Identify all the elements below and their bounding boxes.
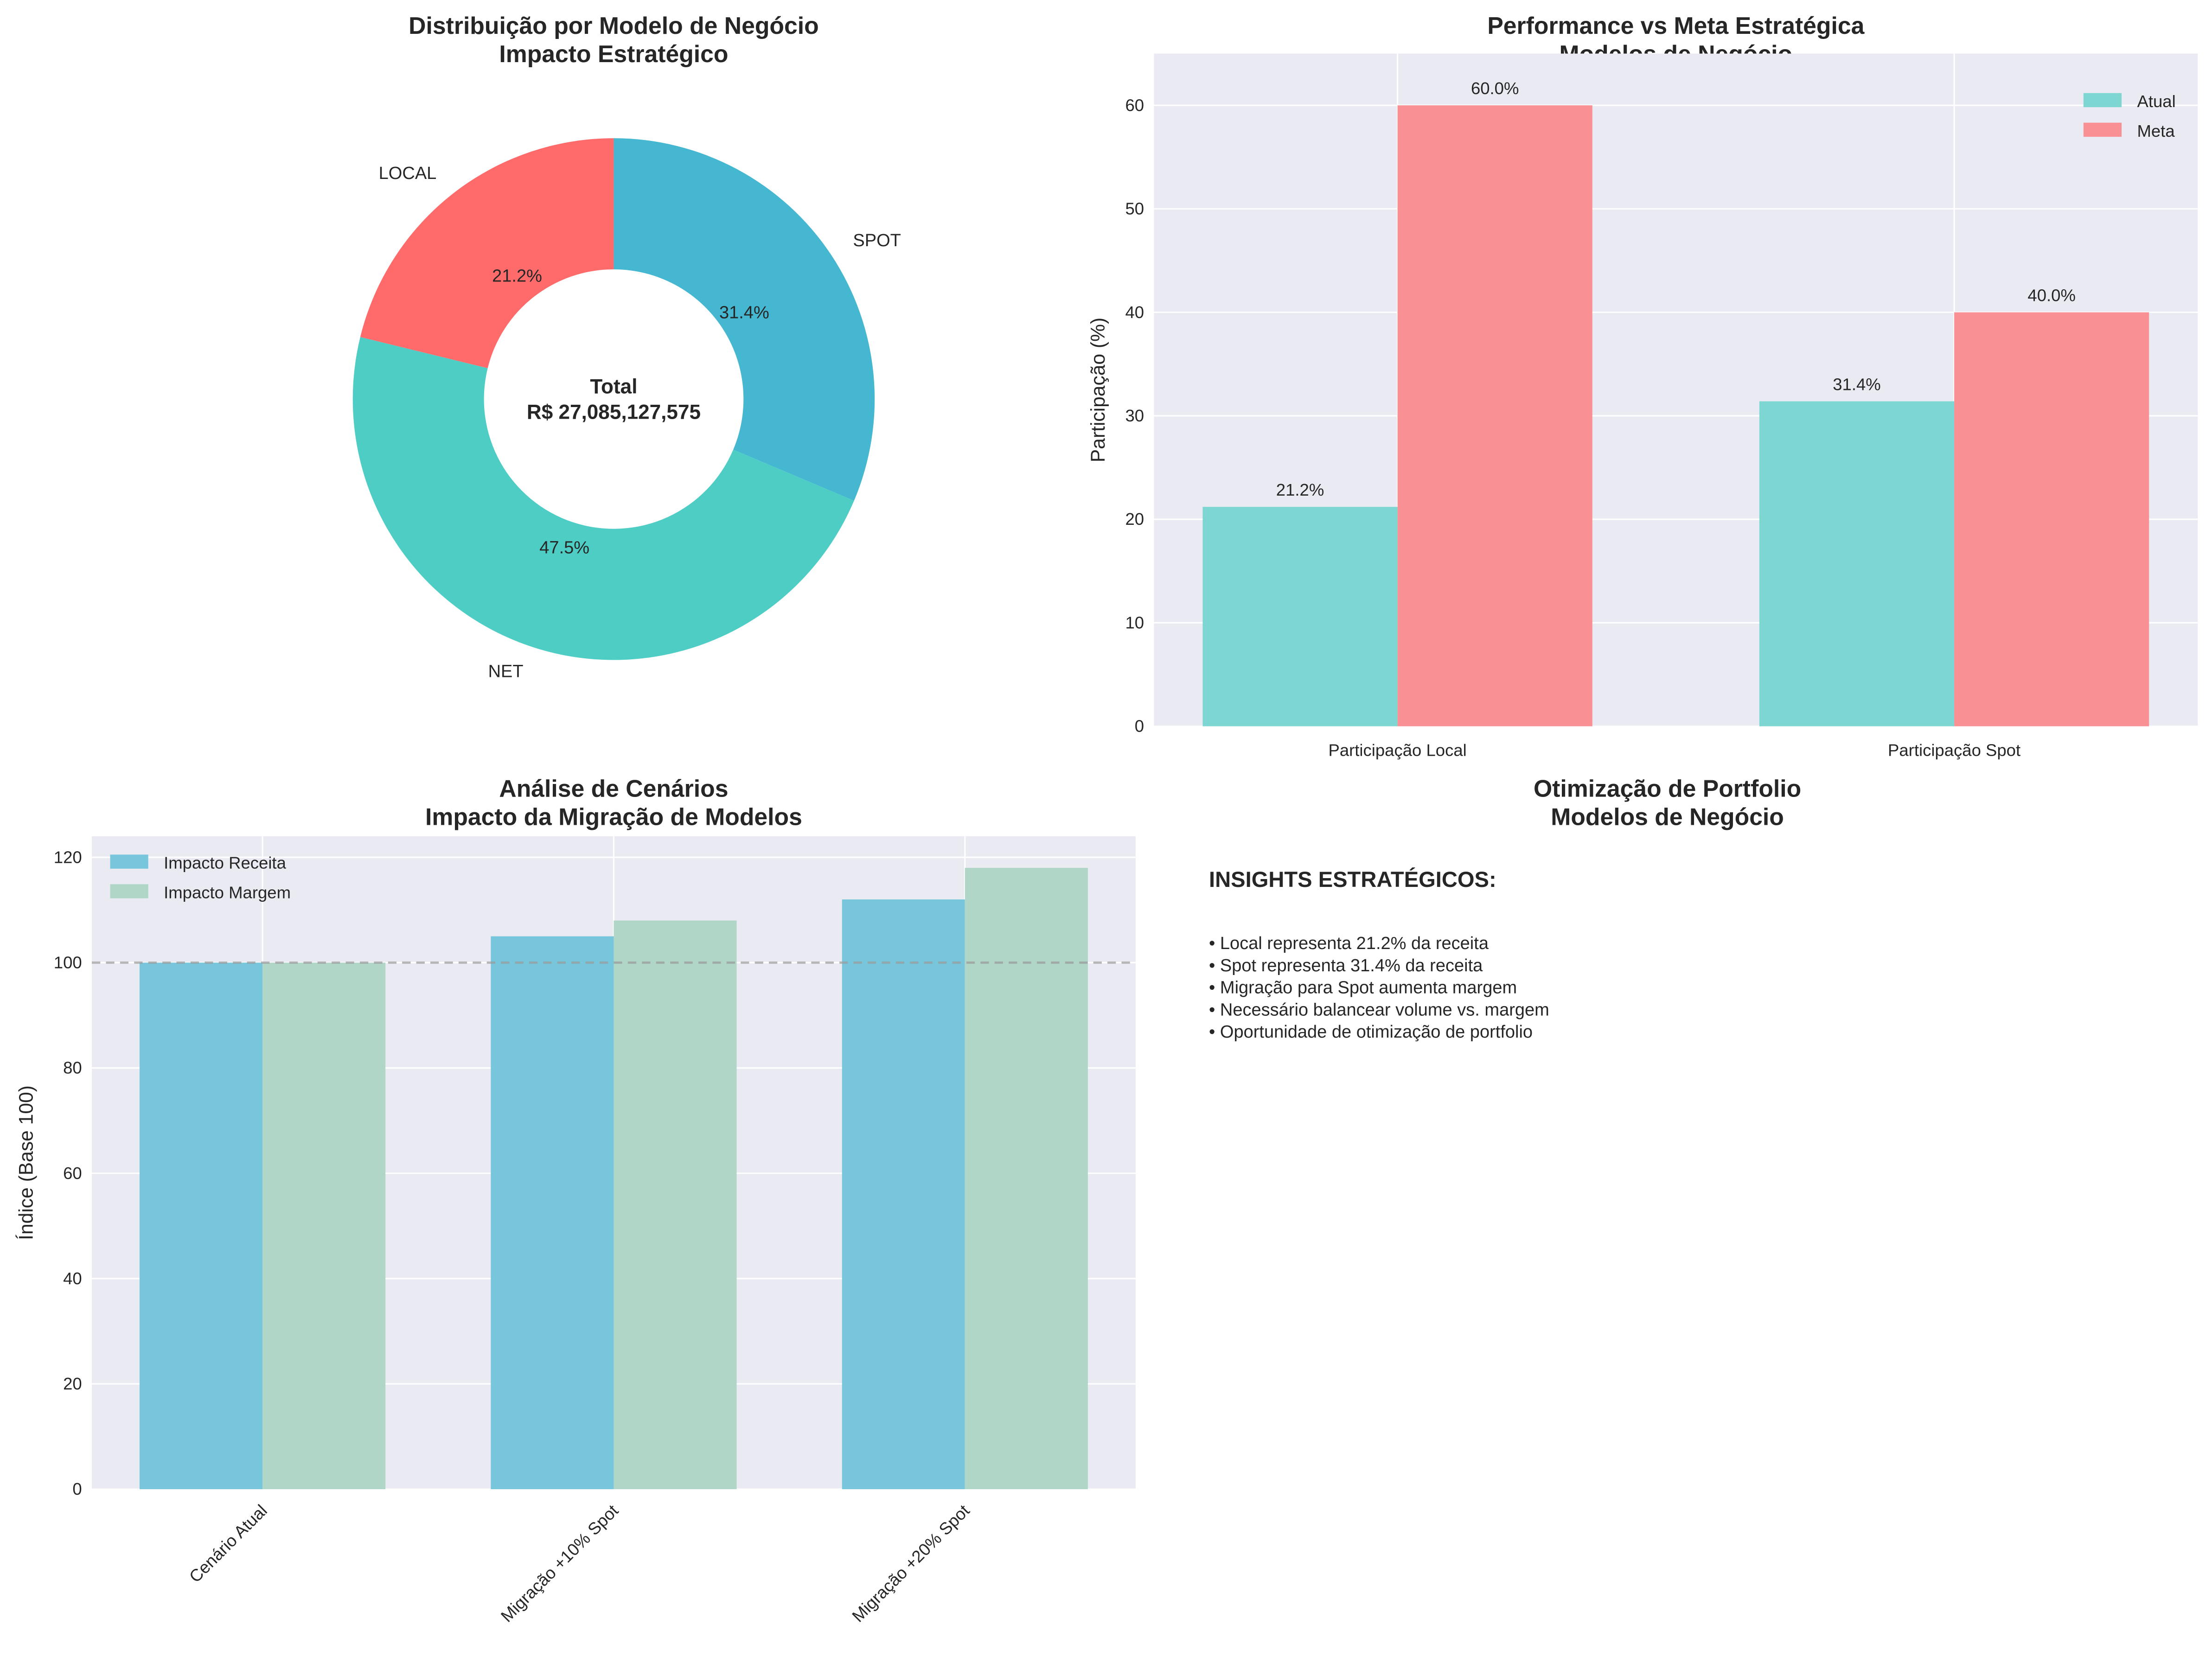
x-tick-label: Migração +10% Spot <box>497 1501 622 1625</box>
pie-slice-local <box>360 138 614 369</box>
bar-value-label: 40.0% <box>2027 286 2076 305</box>
y-tick-label: 40 <box>1125 303 1144 322</box>
y-tick-label: 0 <box>72 1479 82 1498</box>
y-tick-label: 80 <box>63 1058 82 1077</box>
x-tick-label: Migração +20% Spot <box>848 1501 973 1625</box>
pie-title-line-2: Impacto Estratégico <box>499 40 728 67</box>
pie-slice-spot <box>614 138 875 501</box>
bar-atual <box>1759 401 1955 727</box>
legend-swatch-impacto-receita <box>110 854 148 869</box>
pie-percent-label: 47.5% <box>539 538 589 557</box>
legend-label: Impacto Margem <box>164 883 291 902</box>
legend-label: Meta <box>2137 121 2175 140</box>
y-tick-label: 20 <box>63 1374 82 1393</box>
bar-chart-scenarios-title-line-2: Impacto da Migração de Modelos <box>425 803 802 830</box>
bar-value-label: 60.0% <box>1471 79 1519 98</box>
x-tick-label: Participação Spot <box>1888 740 2020 759</box>
y-tick-label: 30 <box>1125 406 1144 425</box>
bar-impacto-receita <box>140 962 263 1490</box>
insight-bullet: • Local representa 21.2% da receita <box>1209 934 1489 953</box>
y-tick-label: 100 <box>54 953 82 972</box>
legend-swatch-meta <box>2083 122 2122 137</box>
insight-bullet: • Oportunidade de otimização de portfoli… <box>1209 1022 1533 1042</box>
y-tick-label: 40 <box>63 1269 82 1288</box>
y-tick-label: 20 <box>1125 510 1144 529</box>
pie-label: NET <box>488 662 524 682</box>
y-tick-label: 60 <box>1125 96 1144 115</box>
bar-meta <box>1954 312 2149 727</box>
pie-slice-net <box>352 337 854 660</box>
bar-value-label: 31.4% <box>1833 375 1881 394</box>
text-panel-title-line-2: Modelos de Negócio <box>1551 803 1784 830</box>
bar-impacto-margem <box>965 867 1088 1490</box>
legend-swatch-atual <box>2083 93 2122 108</box>
x-tick-label: Participação Local <box>1328 740 1466 759</box>
pie-percent-label: 21.2% <box>492 266 542 286</box>
y-tick-label: 60 <box>63 1164 82 1183</box>
bar-chart-performance-title-line-1: Performance vs Meta Estratégica <box>1487 12 1865 39</box>
bar-chart-1: 0 10 20 30 40 50 60 21.2% 31.4% 60.0% 40.0% Partici… <box>1087 53 2198 759</box>
bar-meta <box>1397 105 1592 727</box>
legend-label: Impacto Receita <box>164 854 286 873</box>
y-tick-label: 10 <box>1125 613 1144 632</box>
bar-impacto-margem <box>614 920 737 1490</box>
y-axis-label: Participação (%) <box>1087 318 1109 462</box>
insights-heading: INSIGHTS ESTRATÉGICOS: <box>1209 867 1496 892</box>
bar-atual <box>1202 507 1398 727</box>
y-tick-label: 50 <box>1125 199 1144 218</box>
pie-label: SPOT <box>853 231 901 250</box>
pie-center-value: R$ 27,085,127,575 <box>527 401 701 423</box>
legend-swatch-impacto-margem <box>110 884 148 899</box>
bar-impacto-margem <box>262 962 386 1490</box>
bar-value-label: 21.2% <box>1276 480 1324 499</box>
insight-bullet: • Spot representa 31.4% da receita <box>1209 956 1483 975</box>
bar-chart-2: 0 20 40 60 80 100 120 Cenário Atual Migração +10… <box>15 836 1136 1626</box>
legend-label: Atual <box>2137 92 2175 111</box>
bar-impacto-receita <box>842 899 965 1490</box>
bar-chart-scenarios-title-line-1: Análise de Cenários <box>499 775 728 802</box>
y-axis-label: Índice (Base 100) <box>15 1085 37 1240</box>
bar-impacto-receita <box>491 936 614 1490</box>
y-tick-label: 0 <box>1135 717 1144 736</box>
insight-bullet: • Necessário balancear volume vs. margem <box>1209 1000 1549 1020</box>
pie-percent-label: 31.4% <box>719 303 769 322</box>
pie-label: LOCAL <box>379 164 437 183</box>
insight-bullet: • Migração para Spot aumenta margem <box>1209 978 1517 998</box>
y-tick-label: 120 <box>54 848 82 867</box>
x-tick-label: Cenário Atual <box>185 1501 271 1586</box>
pie-center-total: Total <box>590 376 637 398</box>
pie-title-line-1: Distribuição por Modelo de Negócio <box>409 12 819 39</box>
text-panel-title-line-1: Otimização de Portfolio <box>1534 775 1801 802</box>
